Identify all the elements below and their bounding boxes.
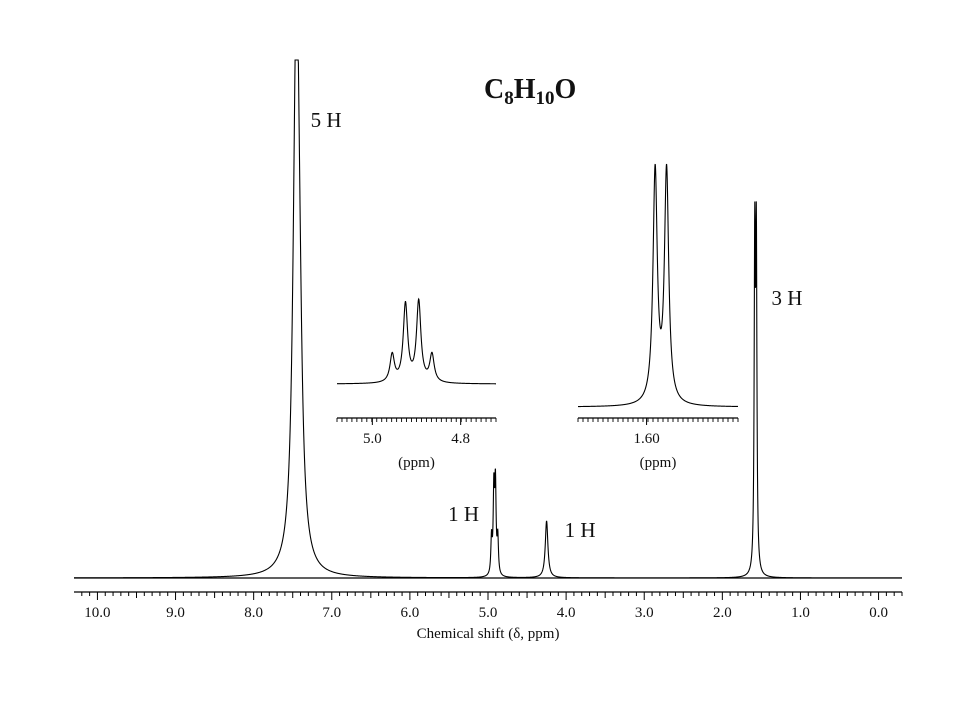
x-tick-label: 0.0 [869, 605, 888, 621]
x-tick-label: 3.0 [635, 605, 654, 621]
x-axis-label: Chemical shift (δ, ppm) [417, 626, 560, 642]
integration-label: 1 H [565, 518, 596, 542]
chart-title-formula: C8H10O [484, 74, 576, 110]
integration-label: 3 H [772, 286, 803, 310]
x-tick-label: 9.0 [166, 605, 185, 621]
inset-doublet-expansion: 1.60 (ppm) [577, 163, 739, 471]
x-tick-label: 10.0 [84, 605, 110, 621]
inset-axis-label: (ppm) [398, 455, 435, 471]
spectrum-trace [74, 59, 902, 579]
formula-element: O [554, 74, 577, 105]
formula-subscript: 8 [504, 88, 514, 109]
formula-subscript: 10 [535, 88, 555, 109]
x-tick-label: 8.0 [244, 605, 263, 621]
inset-tick-label: 1.60 [633, 431, 659, 447]
integration-label: 1 H [448, 502, 479, 526]
inset-trace [578, 163, 739, 408]
inset-axis-label: (ppm) [640, 455, 677, 471]
inset-quartet-expansion: 5.0 4.8 (ppm) [336, 297, 497, 471]
inset-tick-label: 4.8 [451, 431, 470, 447]
x-tick-label: 6.0 [401, 605, 420, 621]
formula-element: C [484, 74, 505, 105]
inset-trace [337, 297, 496, 385]
x-tick-label: 7.0 [322, 605, 341, 621]
x-tick-label: 5.0 [479, 605, 498, 621]
x-tick-label: 1.0 [791, 605, 810, 621]
x-tick-label: 4.0 [557, 605, 576, 621]
formula-element: H [513, 74, 536, 105]
inset-tick-label: 5.0 [363, 431, 382, 447]
integration-label: 5 H [311, 108, 342, 132]
x-tick-label: 2.0 [713, 605, 732, 621]
